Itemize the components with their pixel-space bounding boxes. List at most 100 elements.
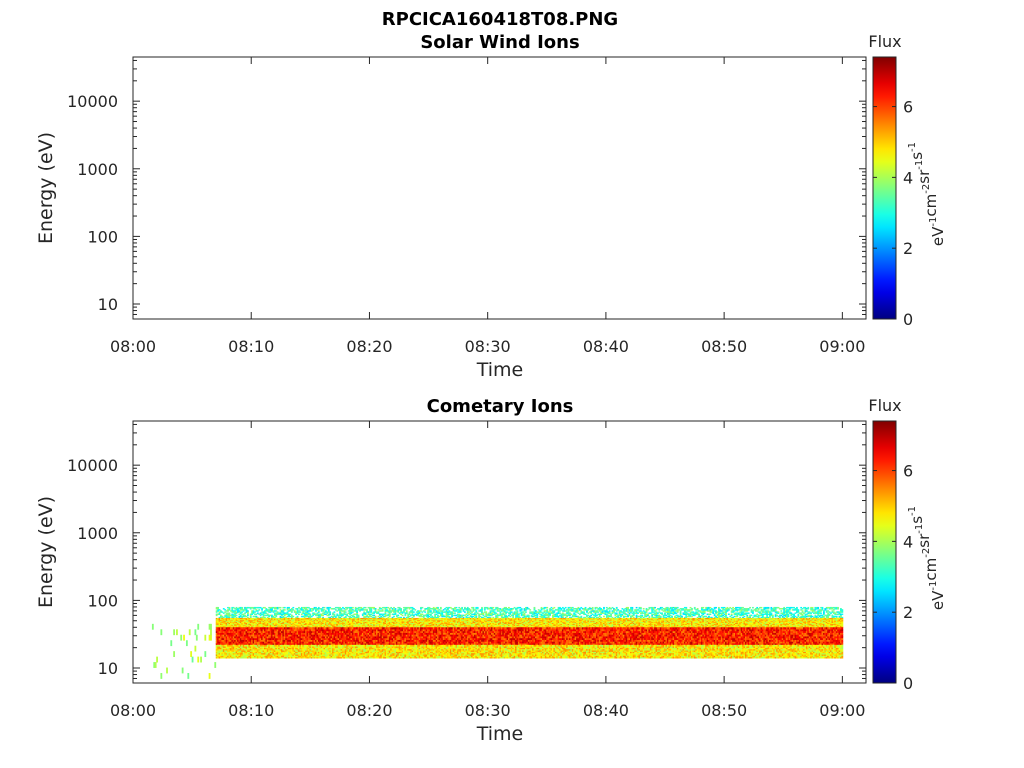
spectrogram-cell: [822, 615, 825, 618]
spectrogram-cell: [411, 623, 414, 625]
spectrogram-cell: [499, 609, 502, 611]
spectrogram-cell: [475, 610, 478, 612]
spectrogram-cell: [390, 622, 393, 624]
spectrogram-cell: [472, 610, 475, 612]
spectrogram-cell: [693, 606, 696, 609]
spectrogram-cell: [380, 608, 383, 610]
spectrogram-cell: [493, 622, 496, 624]
spectrogram-cell: [252, 617, 255, 620]
colorbar-tick-label: 2: [903, 239, 913, 258]
spectrogram-cell: [263, 606, 266, 609]
spectrogram-cell: [442, 614, 445, 617]
spectrogram-cell: [449, 621, 452, 624]
spectrogram-cell: [483, 623, 486, 625]
spectrogram-cell: [828, 614, 831, 617]
spectrogram-cell: [333, 622, 336, 624]
spectrogram-cell: [559, 608, 561, 610]
spectrogram-cell: [634, 610, 637, 612]
spectrogram-cell: [746, 610, 749, 612]
spectrogram-cell: [553, 613, 556, 616]
spectrogram-cell: [454, 614, 456, 617]
spectrogram-cell: [465, 619, 468, 622]
spectrogram-cell: [668, 614, 671, 617]
spectrogram-cell: [481, 609, 483, 611]
spectrogram-cell: [305, 617, 307, 620]
spectrogram-cell: [317, 625, 320, 627]
spectrogram-cell: [506, 621, 509, 624]
spectrogram-cell: [279, 625, 282, 627]
spectrogram-cell: [305, 609, 307, 611]
spectrogram-cell: [220, 615, 222, 618]
spectrogram-cell: [228, 617, 231, 620]
spectrogram-cell: [770, 609, 773, 611]
spectrogram-cell: [539, 626, 542, 628]
spectrogram-cell: [551, 626, 554, 628]
spectrogram-cell: [387, 624, 390, 626]
spectrogram-cell: [374, 608, 377, 610]
spectrogram-cell: [400, 618, 403, 621]
spectrogram-cell: [509, 618, 512, 621]
spectrogram-cell: [235, 619, 238, 622]
spectrogram-cell: [300, 625, 303, 627]
spectrogram-cell: [427, 608, 429, 610]
spectrogram-cell: [499, 612, 502, 614]
unit-base: s: [908, 152, 926, 160]
spectrogram-cell: [475, 620, 478, 623]
spectrogram-cell: [384, 615, 387, 618]
spectrogram-cell: [273, 625, 276, 627]
spectrogram-cell: [478, 619, 481, 622]
spectrogram-cell: [262, 624, 265, 626]
spectrogram-cell: [397, 617, 400, 620]
spectrogram-cell: [468, 611, 471, 613]
spectrogram-cell: [506, 615, 509, 618]
spectrogram-cell: [422, 626, 425, 628]
spectrogram-cell: [272, 617, 275, 620]
spectrogram-cell: [400, 621, 403, 624]
spectrogram-cell: [394, 622, 397, 624]
spectrogram-cell: [529, 618, 532, 621]
spectrogram-cell: [403, 621, 405, 624]
spectrogram-cell: [493, 609, 496, 611]
spectrogram-cell: [322, 618, 324, 621]
spectrogram-cell: [631, 608, 634, 610]
spectrogram-cell: [306, 611, 309, 613]
spectrogram-cell: [210, 629, 212, 636]
spectrogram-cell: [279, 613, 282, 616]
spectrogram-cell: [255, 619, 258, 622]
spectrogram-cell: [364, 616, 367, 619]
spectrogram-cell: [245, 624, 248, 626]
spectrogram-cell: [496, 622, 499, 624]
spectrogram-cell: [740, 608, 743, 610]
spectrogram-cell: [425, 614, 428, 617]
spectrogram-cell: [380, 622, 383, 624]
spectrogram-cell: [720, 610, 723, 612]
spectrogram-cell: [493, 617, 496, 620]
spectrogram-cell: [384, 622, 387, 624]
spectrogram-cell: [286, 617, 289, 620]
spectrogram-cell: [384, 618, 387, 621]
spectrogram-cell: [418, 622, 421, 624]
spectrogram-cell: [256, 606, 259, 609]
spectrogram-cell: [415, 622, 418, 624]
spectrogram-cell: [336, 618, 339, 621]
spectrogram-cell: [185, 640, 188, 647]
spectrogram-cell: [339, 618, 342, 621]
spectrogram-cell: [354, 606, 357, 609]
spectrogram-cell: [429, 626, 432, 628]
spectrogram-cell: [268, 619, 271, 622]
spectrogram-cell: [232, 624, 235, 626]
spectrogram-cell: [437, 619, 439, 622]
spectrogram-cell: [283, 609, 286, 611]
spectrogram-cell: [231, 609, 234, 611]
spectrogram-cell: [408, 611, 411, 613]
spectrogram-cell: [459, 626, 462, 628]
spectrogram-cell: [604, 610, 607, 612]
spectrogram-cell: [329, 606, 332, 609]
spectrogram-cell: [753, 609, 756, 611]
spectrogram-cell: [527, 617, 530, 620]
spectrogram-cell: [307, 625, 310, 627]
spectrogram-cell: [339, 608, 342, 610]
spectrogram-cell: [811, 615, 814, 618]
spectrogram-cell: [242, 624, 245, 626]
spectrogram-cell: [424, 624, 427, 626]
